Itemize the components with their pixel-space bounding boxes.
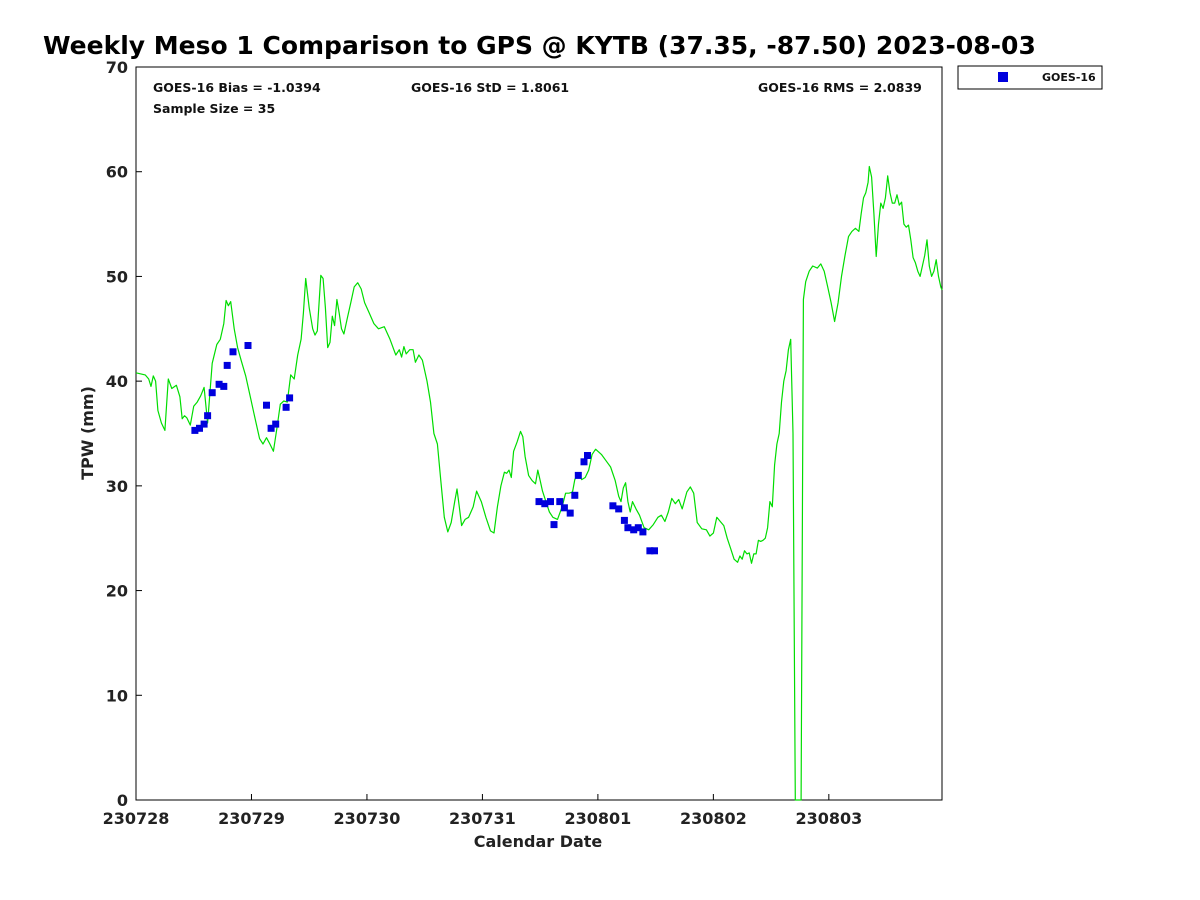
goes-16-point-22 <box>571 491 579 499</box>
legend: GOES-16 <box>957 65 1103 90</box>
bias-annotation: GOES-16 Bias = -1.0394 <box>153 80 321 95</box>
goes-16-point-11 <box>267 424 275 432</box>
goes-16-point-8 <box>229 348 237 356</box>
goes-16-point-1 <box>196 424 203 432</box>
goes-16-point-23 <box>574 471 582 479</box>
goes-16-point-0 <box>191 426 199 434</box>
y-tick-label-10: 10 <box>106 686 128 705</box>
goes-16-point-4 <box>208 389 216 397</box>
y-tick-label-0: 0 <box>117 791 128 810</box>
goes-16-point-34 <box>651 547 658 555</box>
x-tick-label-230802: 230802 <box>680 809 747 828</box>
gps-series <box>135 165 943 801</box>
goes-16-point-27 <box>615 505 623 513</box>
x-tick-label-230731: 230731 <box>449 809 516 828</box>
goes-16-point-33 <box>646 547 654 555</box>
goes-16-point-30 <box>630 526 638 534</box>
x-tick-label-230730: 230730 <box>334 809 401 828</box>
goes-16-point-6 <box>220 382 228 390</box>
legend-marker <box>998 72 1008 82</box>
sample-size-annotation: Sample Size = 35 <box>153 101 275 116</box>
goes-16-point-17 <box>547 498 554 506</box>
goes-16-point-16 <box>541 500 549 508</box>
goes-16-point-19 <box>556 498 564 506</box>
chart-title: Weekly Meso 1 Comparison to GPS @ KYTB (… <box>43 31 1036 60</box>
goes-16-point-31 <box>634 524 642 532</box>
y-tick-label-50: 50 <box>106 267 128 286</box>
goes-16-point-28 <box>620 516 628 524</box>
x-axis-label: Calendar Date <box>474 832 603 851</box>
legend-label: GOES-16 <box>1042 71 1096 84</box>
goes-16-point-14 <box>286 394 294 402</box>
plot-frame <box>135 66 943 801</box>
goes-16-point-5 <box>215 380 223 388</box>
x-tick-label-230728: 230728 <box>103 809 170 828</box>
goes-16-point-18 <box>550 521 558 529</box>
goes-16-point-10 <box>263 401 270 409</box>
y-tick-label-30: 30 <box>106 477 128 496</box>
y-tick-label-20: 20 <box>106 582 128 601</box>
goes-16-point-2 <box>200 420 208 428</box>
goes-16-point-7 <box>223 361 231 369</box>
rms-annotation: GOES-16 RMS = 2.0839 <box>758 80 922 95</box>
goes-16-point-13 <box>282 403 290 411</box>
y-axis-label: TPW (mm) <box>78 386 97 480</box>
goes-16-point-26 <box>609 502 617 510</box>
goes-16-point-29 <box>624 524 632 532</box>
goes-16-point-25 <box>584 452 591 459</box>
goes-16-point-32 <box>639 528 647 536</box>
x-tick-label-230803: 230803 <box>795 809 862 828</box>
goes-16-point-20 <box>560 504 568 512</box>
gps-line <box>135 165 943 801</box>
std-annotation: GOES-16 StD = 1.8061 <box>411 80 569 95</box>
goes-16-series <box>191 342 658 555</box>
goes-16-point-12 <box>272 420 280 428</box>
y-tick-label-40: 40 <box>106 372 128 391</box>
legend-box <box>957 65 1103 90</box>
y-tick-label-60: 60 <box>106 163 128 182</box>
goes-16-point-9 <box>244 342 252 349</box>
plot-area <box>135 66 943 801</box>
goes-16-point-3 <box>204 412 212 420</box>
x-tick-label-230801: 230801 <box>564 809 631 828</box>
goes-16-point-24 <box>580 458 588 466</box>
y-axis: 0 10 20 30 40 50 60 70 <box>106 58 142 810</box>
x-tick-label-230729: 230729 <box>218 809 285 828</box>
x-axis: 230728 230729 230730 230731 230801 230802 2308… <box>103 794 862 828</box>
y-tick-label-70: 70 <box>106 58 128 77</box>
goes-16-point-21 <box>566 509 574 517</box>
goes-16-point-15 <box>535 498 543 506</box>
